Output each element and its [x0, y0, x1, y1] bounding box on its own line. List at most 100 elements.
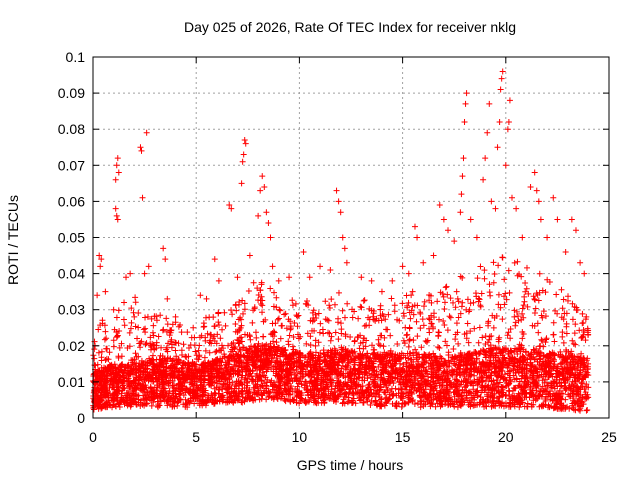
data-point	[444, 327, 451, 334]
data-point	[584, 407, 591, 414]
data-point	[410, 337, 417, 344]
data-point	[241, 300, 248, 307]
data-point	[446, 313, 453, 320]
data-point	[419, 316, 426, 323]
data-point	[455, 340, 462, 347]
data-point	[507, 403, 514, 410]
data-point	[214, 331, 221, 338]
data-point	[231, 345, 238, 352]
data-point	[485, 353, 492, 360]
data-point	[115, 307, 122, 314]
data-point	[426, 297, 433, 304]
data-point	[275, 315, 282, 322]
data-point	[565, 391, 572, 398]
data-point	[328, 296, 335, 303]
data-point	[571, 330, 578, 337]
data-point	[440, 318, 447, 325]
data-points	[90, 68, 592, 414]
data-point	[307, 333, 314, 340]
data-point	[149, 352, 156, 359]
data-point	[157, 312, 164, 319]
data-point	[477, 263, 484, 270]
data-point	[103, 335, 110, 342]
data-point	[312, 349, 319, 356]
data-point	[530, 293, 537, 300]
data-point	[520, 366, 527, 373]
data-point	[474, 275, 481, 282]
data-point	[563, 320, 570, 327]
data-point	[530, 346, 537, 353]
data-point	[357, 340, 364, 347]
data-point	[433, 380, 440, 387]
data-point	[464, 296, 471, 303]
data-point	[303, 298, 310, 305]
data-point	[144, 313, 151, 320]
data-point	[160, 326, 167, 333]
data-point	[523, 285, 530, 292]
data-point	[501, 293, 508, 300]
data-point	[455, 314, 462, 321]
data-point	[398, 403, 405, 410]
data-point	[132, 294, 139, 301]
data-point	[366, 305, 373, 312]
data-point	[232, 320, 239, 327]
data-point	[519, 310, 526, 317]
data-point	[324, 383, 331, 390]
data-point	[523, 264, 530, 271]
data-point	[370, 313, 377, 320]
data-point	[247, 336, 254, 343]
data-point	[539, 337, 546, 344]
data-point	[435, 333, 442, 340]
data-point	[439, 290, 446, 297]
data-point	[90, 406, 97, 413]
data-point	[331, 301, 338, 308]
data-point	[163, 328, 170, 335]
data-point	[316, 329, 323, 336]
data-point	[291, 320, 298, 327]
data-point	[525, 290, 532, 297]
data-point	[273, 339, 280, 346]
data-point	[168, 327, 175, 334]
data-point	[270, 338, 277, 345]
data-point	[387, 332, 394, 339]
data-point	[164, 321, 171, 328]
data-point	[583, 381, 590, 388]
data-point	[147, 334, 154, 341]
data-point	[102, 328, 109, 335]
data-point	[252, 329, 259, 336]
data-point	[271, 289, 278, 296]
data-point	[303, 340, 310, 347]
data-point	[572, 321, 579, 328]
data-point	[436, 382, 443, 389]
data-point	[146, 355, 153, 362]
data-point	[360, 345, 367, 352]
data-point	[282, 398, 289, 405]
data-point	[501, 301, 508, 308]
data-point	[228, 307, 235, 314]
data-point	[238, 334, 245, 341]
data-point	[277, 335, 284, 342]
data-point	[414, 333, 421, 340]
data-point	[455, 298, 462, 305]
data-point	[539, 287, 546, 294]
data-point	[481, 267, 488, 274]
data-point	[361, 297, 368, 304]
data-point	[452, 331, 459, 338]
data-point	[452, 304, 459, 311]
chart-title: Day 025 of 2026, Rate Of TEC Index for r…	[184, 19, 516, 35]
data-point	[159, 327, 166, 334]
data-point	[315, 310, 322, 317]
data-point	[441, 305, 448, 312]
data-point	[560, 296, 567, 303]
data-point	[180, 341, 187, 348]
data-point	[322, 298, 329, 305]
data-point	[486, 336, 493, 343]
data-point	[217, 335, 224, 342]
data-point	[294, 323, 301, 330]
data-point	[553, 291, 560, 298]
data-point	[441, 299, 448, 306]
data-point	[413, 318, 420, 325]
data-point	[411, 401, 418, 408]
data-point	[570, 340, 577, 347]
